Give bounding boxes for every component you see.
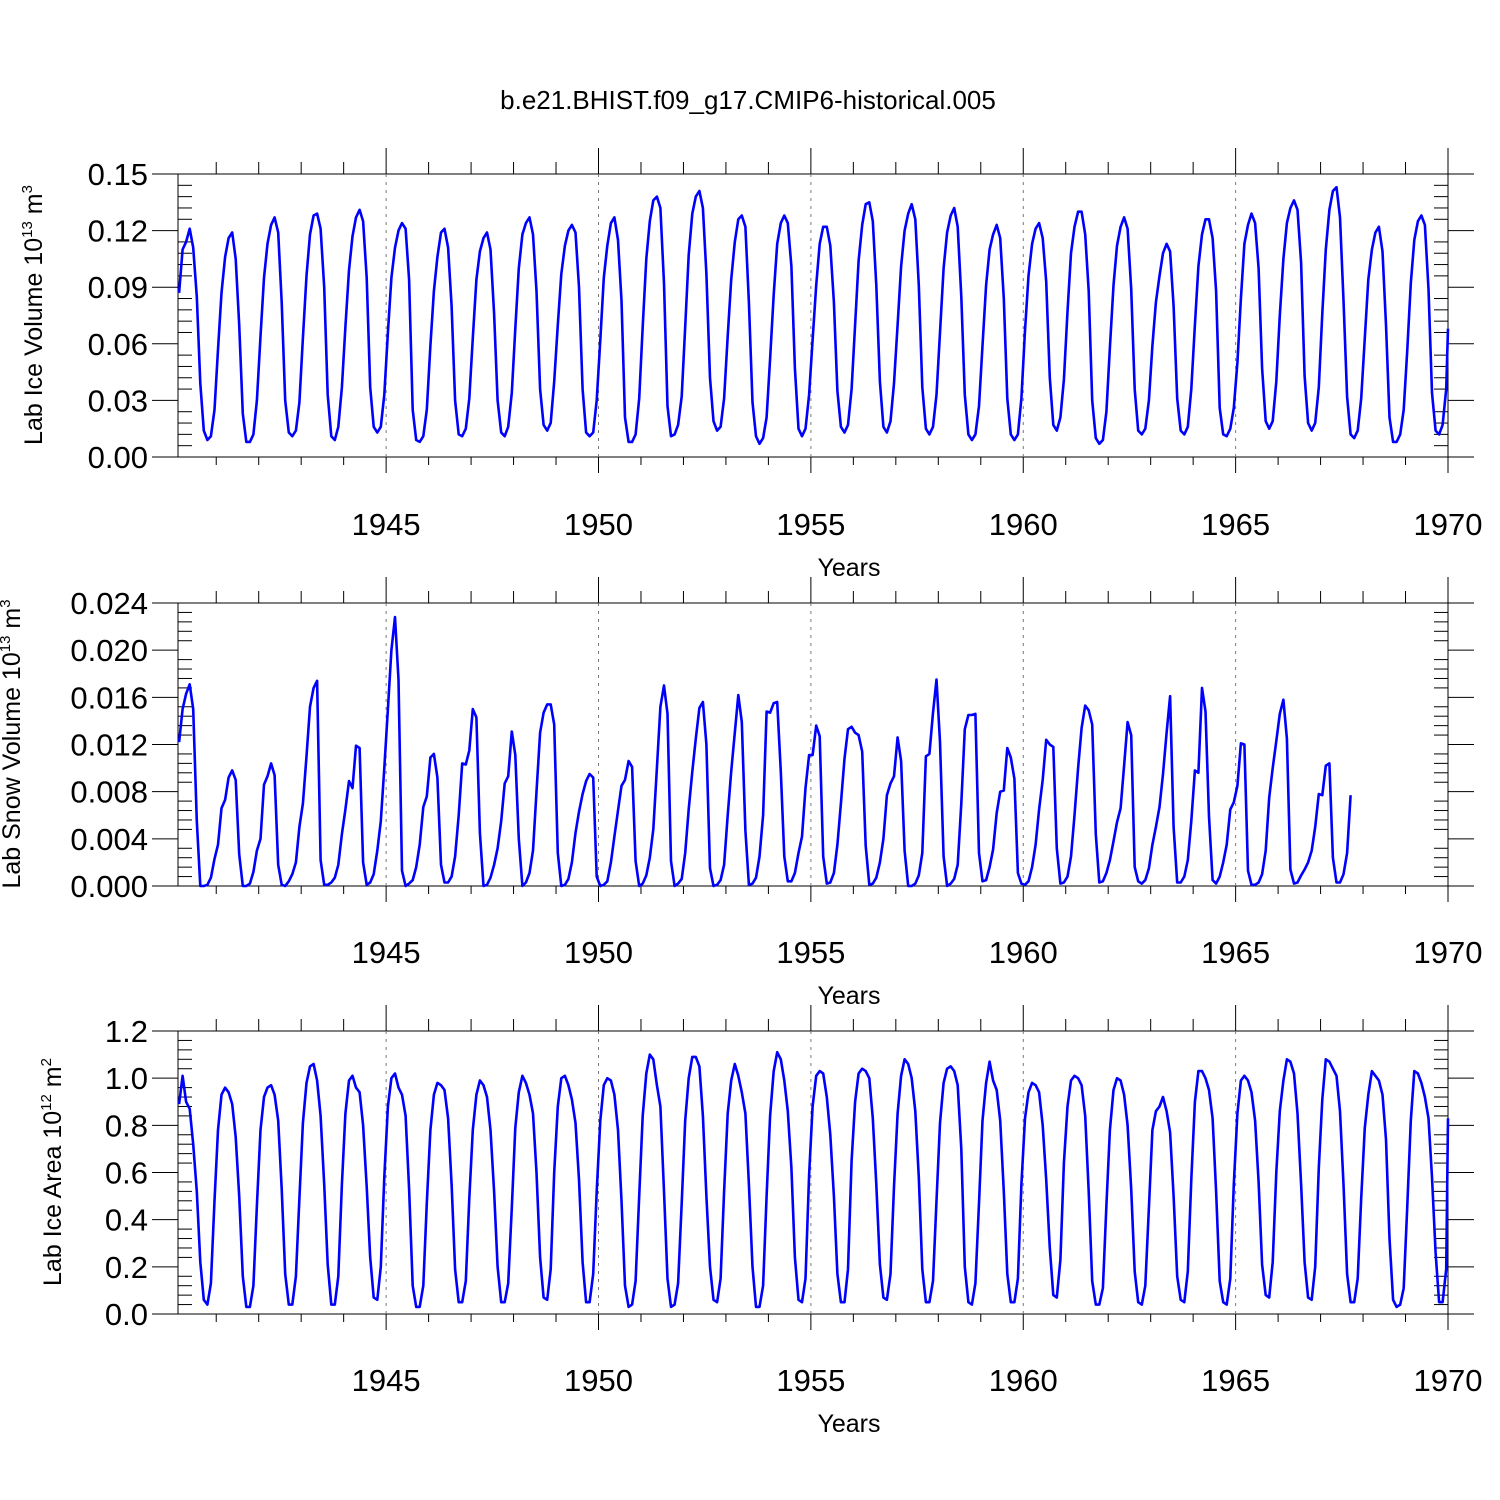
x-axis-label: Years: [817, 982, 880, 1010]
y-tick-label: 0.2: [105, 1250, 148, 1285]
y-tick-label: 0.00: [88, 440, 148, 475]
x-tick-label: 1945: [352, 507, 421, 542]
series-line: [177, 1050, 1450, 1309]
y-tick-label: 0.012: [70, 728, 148, 763]
x-tick-label: 1955: [776, 935, 845, 970]
y-tick-label: 0.004: [70, 822, 148, 857]
y-axis-label: Lab Snow Volume 1013 m3: [0, 599, 26, 888]
x-tick-label: 1965: [1201, 507, 1270, 542]
y-tick-label: 0.12: [88, 214, 148, 249]
x-tick-label: 1970: [1414, 1363, 1483, 1398]
x-tick-label: 1945: [352, 1363, 421, 1398]
y-tick-label: 0.09: [88, 270, 148, 305]
x-tick-label: 1960: [989, 1363, 1058, 1398]
y-axis-label: Lab Ice Area 1012 m2: [38, 1058, 67, 1286]
x-tick-label: 1965: [1201, 935, 1270, 970]
x-axis-label: Years: [817, 1410, 880, 1438]
y-tick-label: 1.0: [105, 1061, 148, 1096]
y-tick-label: 0.000: [70, 869, 148, 904]
y-axis-label: Lab Ice Volume 1013 m3: [19, 185, 48, 445]
series-line: [177, 185, 1450, 446]
x-tick-label: 1950: [564, 507, 633, 542]
y-tick-label: 0.6: [105, 1156, 148, 1191]
x-tick-label: 1950: [564, 935, 633, 970]
y-tick-label: 0.4: [105, 1203, 148, 1238]
chart-panel-ice-volume: 0.00 0.03 0.06 0.09 0.12 0.15 1945 1950 1955 1960…: [19, 148, 1482, 582]
y-tick-label: 0.020: [70, 633, 148, 668]
y-tick-label: 0.8: [105, 1108, 148, 1143]
x-tick-label: 1950: [564, 1363, 633, 1398]
y-tick-label: 0.15: [88, 157, 148, 192]
x-tick-label: 1960: [989, 507, 1058, 542]
x-tick-label: 1955: [776, 1363, 845, 1398]
x-tick-label: 1945: [352, 935, 421, 970]
x-tick-label: 1970: [1414, 935, 1483, 970]
panels: 0.00 0.03 0.06 0.09 0.12 0.15 1945 1950 1955 1960…: [0, 148, 1482, 1438]
x-tick-label: 1970: [1414, 507, 1483, 542]
x-tick-label: 1965: [1201, 1363, 1270, 1398]
x-axis-label: Years: [817, 554, 880, 582]
x-tick-label: 1960: [989, 935, 1058, 970]
plot-frame: [177, 173, 1449, 458]
y-tick-label: 1.2: [105, 1014, 148, 1049]
y-tick-label: 0.016: [70, 680, 148, 715]
y-tick-label: 0.06: [88, 327, 148, 362]
series-line: [177, 615, 1352, 888]
y-tick-label: 0.0: [105, 1297, 148, 1332]
x-tick-label: 1955: [776, 507, 845, 542]
y-tick-label: 0.03: [88, 383, 148, 418]
chart-panel-snow-volume: 0.000 0.004 0.008 0.012 0.016 0.020 0.024 1945 1…: [0, 577, 1482, 1010]
y-tick-label: 0.024: [70, 586, 148, 621]
figure-title: b.e21.BHIST.f09_g17.CMIP6-historical.005: [500, 85, 996, 115]
y-tick-label: 0.008: [70, 775, 148, 810]
chart-panel-ice-area: 0.0 0.2 0.4 0.6 0.8 1.0 1.2 1945 1950 1955 1960 196…: [38, 1005, 1482, 1438]
